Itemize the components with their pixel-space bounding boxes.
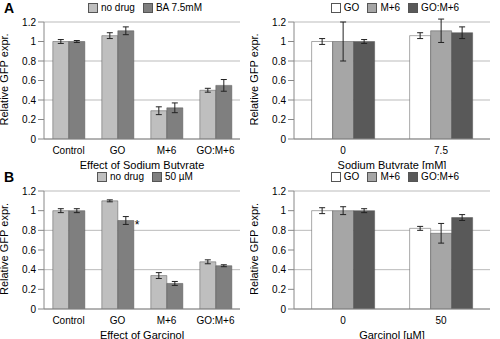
html-text:BA 7.5mM: BA 7.5mM: [155, 2, 202, 13]
svg-text:Relative GFP expr.: Relative GFP expr.: [250, 33, 260, 125]
svg-text:1.2: 1.2: [22, 17, 36, 28]
svg-text:0.2: 0.2: [272, 284, 286, 295]
svg-text:0.2: 0.2: [22, 284, 36, 295]
svg-text:50: 50: [435, 315, 447, 326]
svg-text:0.2: 0.2: [272, 114, 286, 125]
html-text:M+6: M+6: [380, 2, 401, 13]
html-text:no drug: no drug: [110, 171, 144, 182]
svg-text:0: 0: [30, 304, 36, 315]
svg-text:0: 0: [340, 315, 346, 326]
svg-text:0.8: 0.8: [22, 225, 36, 236]
svg-text:Effect of Garcinol: Effect of Garcinol: [100, 329, 184, 339]
svg-text:M+6: M+6: [157, 315, 177, 326]
svg-text:GO: GO: [110, 315, 126, 326]
svg-text:Sodium Butyrate [mM]: Sodium Butyrate [mM]: [338, 159, 447, 169]
svg-text:Relative GFP expr.: Relative GFP expr.: [8, 33, 10, 125]
svg-text:*: *: [135, 218, 140, 232]
html-text:GO:M+6: GO:M+6: [421, 171, 460, 182]
svg-text:1: 1: [280, 205, 286, 216]
html-text:M+6: M+6: [380, 171, 401, 182]
svg-text:0: 0: [280, 304, 286, 315]
html-text:B: B: [4, 169, 15, 185]
svg-text:GO: GO: [110, 145, 126, 156]
svg-text:0.6: 0.6: [22, 75, 36, 86]
svg-text:0.2: 0.2: [22, 114, 36, 125]
svg-text:0.8: 0.8: [272, 225, 286, 236]
svg-text:0.4: 0.4: [272, 264, 286, 275]
svg-text:GO:M+6: GO:M+6: [196, 145, 235, 156]
svg-text:0.4: 0.4: [22, 264, 36, 275]
svg-text:1.2: 1.2: [272, 17, 286, 28]
svg-text:0: 0: [340, 145, 346, 156]
svg-text:0.8: 0.8: [272, 56, 286, 67]
svg-text:0.6: 0.6: [272, 75, 286, 86]
html-text:GO:M+6: GO:M+6: [421, 2, 460, 13]
svg-text:Effect of Sodium Butyrate: Effect of Sodium Butyrate: [80, 159, 205, 169]
html-text:GO: GO: [343, 2, 360, 13]
svg-text:GO:M+6: GO:M+6: [196, 315, 235, 326]
svg-text:1: 1: [30, 36, 36, 47]
svg-text:0: 0: [30, 134, 36, 145]
html-text:no drug: no drug: [101, 2, 135, 13]
svg-text:Relative GFP expr.: Relative GFP expr.: [8, 203, 10, 295]
svg-text:1.2: 1.2: [272, 186, 286, 197]
svg-text:0.8: 0.8: [22, 56, 36, 67]
html-text:50 µM: 50 µM: [165, 171, 193, 182]
svg-text:7.5: 7.5: [434, 145, 448, 156]
svg-text:1: 1: [30, 205, 36, 216]
svg-text:1.2: 1.2: [22, 186, 36, 197]
html-text:GO: GO: [343, 171, 360, 182]
svg-text:0.4: 0.4: [272, 95, 286, 106]
svg-text:1: 1: [280, 36, 286, 47]
svg-text:0: 0: [280, 134, 286, 145]
svg-text:Control: Control: [52, 315, 84, 326]
html-text:A: A: [4, 0, 15, 16]
svg-text:0.4: 0.4: [22, 95, 36, 106]
svg-text:0.6: 0.6: [22, 245, 36, 256]
svg-text:M+6: M+6: [157, 145, 177, 156]
svg-text:0.6: 0.6: [272, 245, 286, 256]
svg-text:Control: Control: [52, 145, 84, 156]
svg-text:Garcinol [µM]: Garcinol [µM]: [359, 329, 425, 339]
svg-text:Relative GFP expr.: Relative GFP expr.: [250, 203, 260, 295]
